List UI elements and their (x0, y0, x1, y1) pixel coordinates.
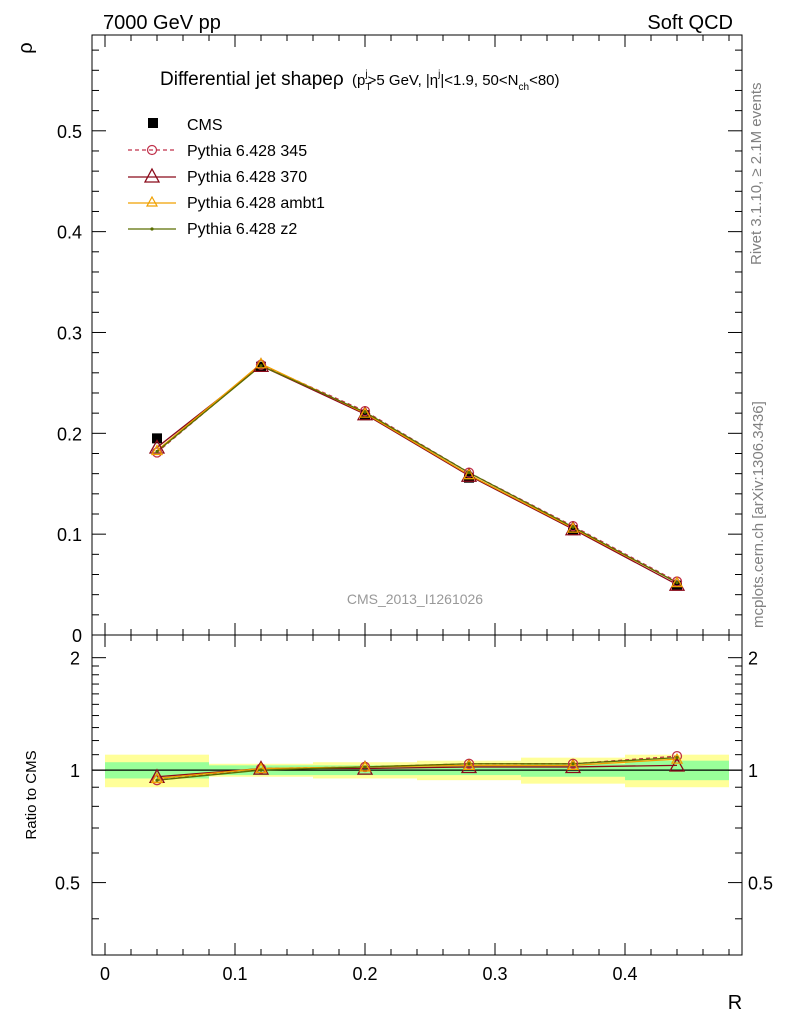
ratio-series-point (571, 762, 575, 766)
legend-marker-cms (148, 118, 158, 128)
series-point (255, 359, 267, 370)
ratio-series-group (148, 751, 686, 786)
ratio-series-point (151, 775, 163, 786)
series-point (363, 410, 367, 414)
ratio-series-point (670, 752, 684, 764)
main-series-group (148, 357, 686, 591)
ratio-y-tick-label: 2 (70, 649, 80, 669)
series-point (254, 357, 268, 369)
ratio-plot-frame (91, 634, 743, 956)
ratio-y-tick-label: 2 (748, 649, 758, 669)
ratio-y-tick-label: 0.5 (55, 874, 80, 894)
ratio-series-point (467, 762, 471, 766)
series-point (467, 471, 471, 475)
series-point (571, 525, 575, 529)
series-point (358, 406, 372, 418)
series-line (156, 364, 678, 584)
ratio-series-point (462, 758, 476, 770)
legend-label-345: Pythia 6.428 345 (187, 143, 307, 160)
series-point (150, 444, 164, 456)
ratio-series-point (150, 772, 164, 784)
y-tick-label: 0 (72, 626, 82, 646)
x-tick-label: 0 (100, 964, 110, 984)
ratio-y-tick-label: 1 (748, 761, 758, 781)
ratio-series-point (566, 758, 580, 770)
x-axis-title: R (728, 992, 742, 1014)
ratio-series-point (671, 751, 683, 762)
legend-marker-370 (143, 167, 161, 183)
x-tick-label: 0.2 (352, 964, 377, 984)
series-point (566, 521, 580, 533)
y-tick-label: 0.2 (57, 424, 82, 444)
series-point (462, 468, 476, 480)
ratio-series-line (156, 756, 678, 781)
series-point (155, 449, 159, 454)
y-tick-label: 0.4 (57, 223, 82, 243)
axis-ticks (92, 35, 742, 955)
y-tick-label: 0.1 (57, 525, 82, 545)
ratio-y-tick-label: 0.5 (748, 874, 773, 894)
legend: CMS Pythia 6.428 345 Pythia 6.428 370 Py… (128, 117, 325, 238)
x-tick-label: 0.1 (222, 964, 247, 984)
ratio-series-point (358, 760, 372, 772)
y-axis-title: ρ (15, 42, 37, 53)
ratio-y-axis-title: Ratio to CMS (23, 750, 40, 839)
series-point (675, 580, 679, 585)
series-line (156, 362, 678, 584)
x-tick-label: 0.3 (482, 964, 507, 984)
y-tick-label: 0.5 (57, 122, 82, 142)
cms-data-point (152, 433, 162, 444)
legend-marker-ambt1 (145, 195, 159, 207)
legend-marker-345 (146, 144, 158, 156)
rivet-label: Rivet 3.1.10, ≥ 2.1M events (748, 83, 765, 266)
energy-label: 7000 GeV pp (103, 12, 221, 34)
chart-title: Differential jet shapeρ (pTj>5 GeV, |ηj|… (160, 69, 560, 93)
ratio-series-point (254, 762, 268, 774)
analysis-watermark: CMS_2013_I1261026 (347, 591, 483, 607)
axis-tick-labels: 0 0.1 0.2 0.3 0.4 0 0.1 0.2 0.3 0.4 0.5 0.5 0.5 1 1 2 2 (55, 122, 773, 984)
mcplots-label: mcplots.cern.ch [arXiv:1306.3436] (750, 401, 767, 628)
x-tick-label: 0.4 (612, 964, 637, 984)
ratio-series-point (252, 760, 270, 775)
ratio-series-point (259, 768, 263, 772)
ratio-series-point (363, 765, 367, 769)
legend-marker-z2 (150, 227, 154, 231)
y-tick-label: 0.3 (57, 323, 82, 343)
legend-label-370: Pythia 6.428 370 (187, 169, 307, 186)
series-line (156, 363, 678, 583)
ratio-series-point (668, 756, 686, 772)
ratio-y-tick-label: 1 (70, 761, 80, 781)
category-label: Soft QCD (647, 12, 733, 34)
ratio-series-point (155, 778, 159, 782)
series-point (259, 364, 263, 368)
legend-label-cms: CMS (187, 117, 223, 134)
series-point (670, 576, 684, 588)
ratio-series-line (156, 758, 678, 780)
series-line (156, 364, 678, 586)
legend-label-ambt1: Pythia 6.428 ambt1 (187, 195, 325, 212)
ratio-series-point (675, 756, 679, 760)
legend-label-z2: Pythia 6.428 z2 (187, 221, 297, 238)
